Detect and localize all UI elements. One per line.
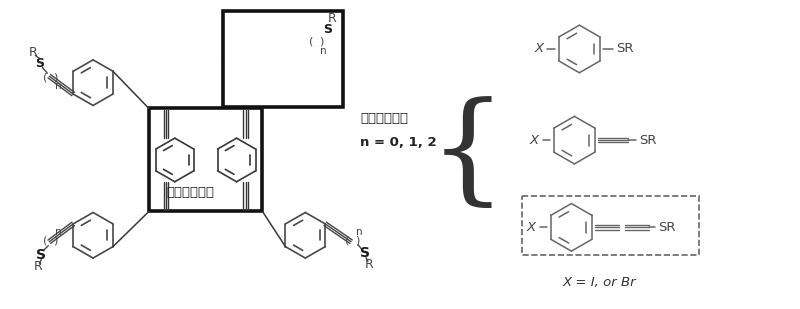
Text: n: n <box>55 81 62 91</box>
Text: (: ( <box>43 72 47 82</box>
Text: SR: SR <box>658 221 676 234</box>
Text: (: ( <box>309 36 314 46</box>
Text: (: ( <box>43 236 47 246</box>
Text: X = I, or Br: X = I, or Br <box>562 276 636 289</box>
Bar <box>222 11 343 108</box>
Text: (: ( <box>345 236 349 246</box>
Text: ): ) <box>54 72 58 82</box>
Text: R: R <box>29 46 38 59</box>
Text: ): ) <box>54 236 58 246</box>
Text: S: S <box>35 57 44 70</box>
Text: X: X <box>530 133 539 147</box>
Text: X: X <box>535 42 544 55</box>
Text: R: R <box>365 258 374 271</box>
Bar <box>522 196 699 255</box>
Text: S: S <box>36 248 46 262</box>
Text: ): ) <box>319 36 324 46</box>
Text: R: R <box>328 12 337 25</box>
Bar <box>149 108 262 211</box>
Text: 末端功能砂块: 末端功能砂块 <box>360 112 408 125</box>
Text: SR: SR <box>639 133 657 147</box>
Text: n = 0, 1, 2: n = 0, 1, 2 <box>360 136 437 149</box>
Text: ): ) <box>355 236 359 246</box>
Text: n: n <box>320 46 327 56</box>
Text: 刚性连接砂块: 刚性连接砂块 <box>166 186 214 199</box>
Text: n: n <box>55 227 62 237</box>
Text: n: n <box>356 227 362 237</box>
Text: R: R <box>34 260 42 273</box>
Text: S: S <box>322 23 332 36</box>
Text: X: X <box>527 221 536 234</box>
Text: SR: SR <box>617 42 634 55</box>
Text: S: S <box>360 246 370 260</box>
Text: {: { <box>429 96 506 214</box>
